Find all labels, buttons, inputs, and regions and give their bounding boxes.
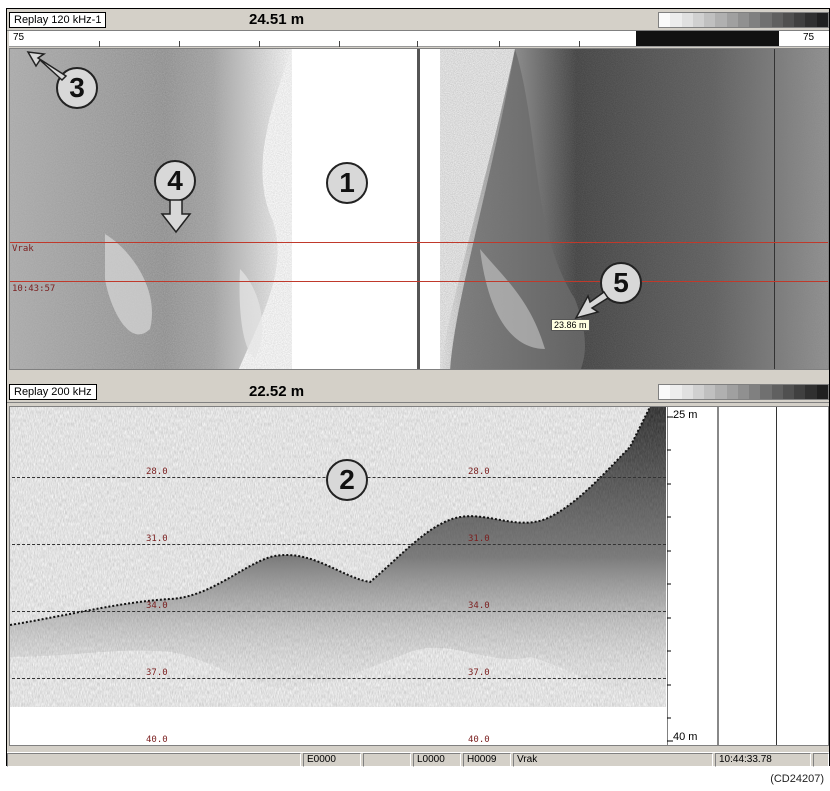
marker-label-time: 10:43:57 [12,284,56,294]
ruler-tick [579,41,580,47]
figure-reference: (CD24207) [770,773,824,785]
depth-tooltip: 23.86 m [551,319,590,331]
depth-label-left: 40.0 [146,735,168,745]
bottom-window-name[interactable]: Replay 200 kHz [9,384,97,400]
ruler-tick [417,41,418,47]
callout-2: 2 [326,459,368,501]
depth-label-left: 28.0 [146,467,168,477]
top-window-depth: 24.51 m [249,11,305,28]
cursor-line [776,407,777,745]
depth-gridline [12,611,666,612]
depth-label-left: 34.0 [146,601,168,611]
status-cell [363,753,411,767]
callout-1: 1 [326,162,368,204]
bottom-window-titlebar: Replay 200 kHz 22.52 m [7,381,829,403]
top-window-titlebar: Replay 120 kHz-1 24.51 m [7,9,829,31]
depth-label-mid: 31.0 [468,534,490,544]
ruler-tick [259,41,260,47]
ruler-tick [99,41,100,47]
panel-separator [717,407,719,745]
depth-label-mid: 28.0 [468,467,490,477]
marker-line-vrak[interactable] [10,242,828,243]
callout-5: 5 [600,262,642,304]
range-dark-band [636,31,779,46]
depth-label-mid: 34.0 [468,601,490,611]
sonar-application-window: Replay 120 kHz-1 24.51 m 75 75 [6,8,830,767]
callout-4: 4 [154,160,196,202]
range-right-label: 75 [803,32,815,43]
callout-3: 3 [56,67,98,109]
bottom-window-depth: 22.52 m [249,383,305,400]
echogram-imagery [10,407,666,707]
scale-top-label: 25 m [673,409,698,421]
echogram-panel[interactable]: 28.0 31.0 34.0 37.0 40.0 28.0 31.0 34.0 … [9,406,829,746]
status-cell-time: 10:44:33.78 [715,753,811,767]
status-cell-l: L0000 [413,753,461,767]
ruler-tick [339,41,340,47]
marker-line-time[interactable] [10,281,828,282]
status-cell-marker: Vrak [513,753,713,767]
depth-gridline [12,544,666,545]
depth-scale-axis: 25 m 40 m [667,407,717,745]
depth-scale-ticks [667,407,673,745]
bottom-grayscale-bar[interactable] [658,384,829,400]
scale-bottom-label: 40 m [673,731,698,743]
depth-label-mid: 40.0 [468,735,490,745]
status-cell-h: H0009 [463,753,511,767]
status-bar: E0000 L0000 H0009 Vrak 10:44:33.78 [7,752,829,767]
ruler-tick [499,41,500,47]
depth-label-left: 37.0 [146,668,168,678]
top-window-name[interactable]: Replay 120 kHz-1 [9,12,107,28]
range-ruler: 75 75 [9,31,829,47]
side-scan-imagery [10,49,828,369]
side-scan-sonar-image[interactable]: Vrak 10:43:57 23.86 m [9,48,829,370]
depth-gridline [12,678,666,679]
depth-label-left: 31.0 [146,534,168,544]
depth-label-mid: 37.0 [468,668,490,678]
status-cell [7,753,301,767]
range-left-label: 75 [13,32,25,43]
status-cell-e: E0000 [303,753,361,767]
top-grayscale-bar[interactable] [658,12,829,28]
resize-grip-icon[interactable] [813,753,829,767]
marker-label-name: Vrak [12,244,34,254]
ruler-tick [179,41,180,47]
